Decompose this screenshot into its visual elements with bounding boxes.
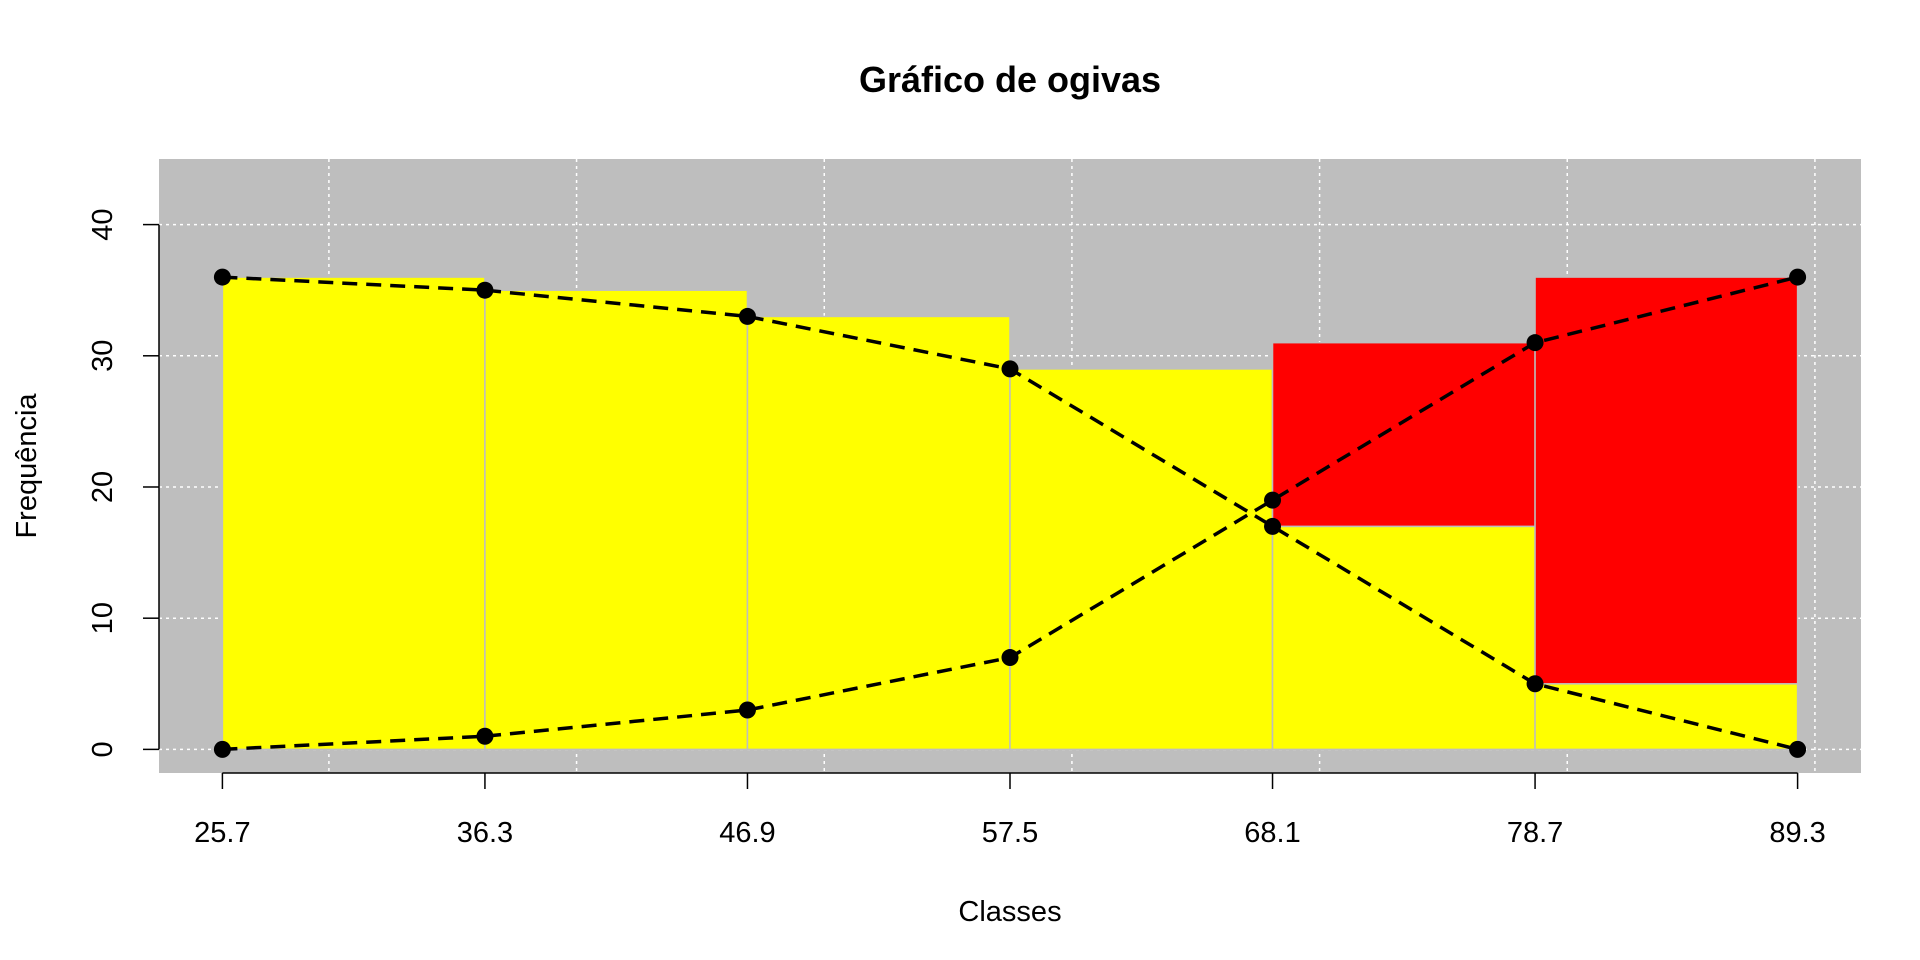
- bar-yellow: [221, 276, 486, 751]
- ogive-ascending-point: [1526, 334, 1544, 352]
- bar-red: [1271, 341, 1536, 528]
- bar-yellow: [746, 315, 1011, 751]
- axes-layer: 25.7 36.3 46.9 57.5 68.1 78.7 89.3 0 10 20 30 40: [87, 208, 1826, 849]
- ogive-descending-point: [738, 307, 756, 325]
- ogive-ascending-point: [476, 727, 494, 745]
- ogive-descending-point: [1526, 675, 1544, 693]
- ogive-points: [213, 268, 1807, 758]
- ogive-descending-point: [1264, 517, 1282, 535]
- x-tick-label: 36.3: [457, 817, 513, 849]
- y-tick-label: 10: [87, 602, 119, 634]
- ogive-ascending-point: [738, 701, 756, 719]
- y-axis-label: Frequência: [11, 393, 43, 539]
- ogive-descending-point: [1789, 740, 1807, 758]
- bar-yellow: [484, 289, 749, 751]
- bar-red: [1534, 276, 1799, 685]
- y-tick-label: 40: [87, 208, 119, 240]
- x-axis-label: Classes: [958, 896, 1061, 928]
- ogive-descending-point: [213, 268, 231, 286]
- ogive-descending-point: [1001, 360, 1019, 378]
- x-tick-label: 78.7: [1507, 817, 1563, 849]
- x-tick-label: 68.1: [1244, 817, 1300, 849]
- bar-yellow: [1271, 525, 1536, 751]
- ogive-ascending-point: [1001, 649, 1019, 667]
- ogive-ascending-point: [1264, 491, 1282, 509]
- bars-layer: [221, 276, 1799, 751]
- ogive-descending-point: [476, 281, 494, 299]
- y-tick-label: 30: [87, 340, 119, 372]
- x-tick-label: 25.7: [194, 817, 250, 849]
- chart-title: Gráfico de ogivas: [859, 59, 1161, 100]
- y-tick-label: 0: [87, 741, 119, 757]
- x-tick-label: 89.3: [1769, 817, 1825, 849]
- ogive-ascending-point: [1789, 268, 1807, 286]
- x-tick-label: 57.5: [982, 817, 1038, 849]
- y-tick-label: 20: [87, 471, 119, 503]
- ogive-ascending-point: [213, 740, 231, 758]
- bar-yellow: [1009, 368, 1274, 751]
- x-tick-label: 46.9: [719, 817, 775, 849]
